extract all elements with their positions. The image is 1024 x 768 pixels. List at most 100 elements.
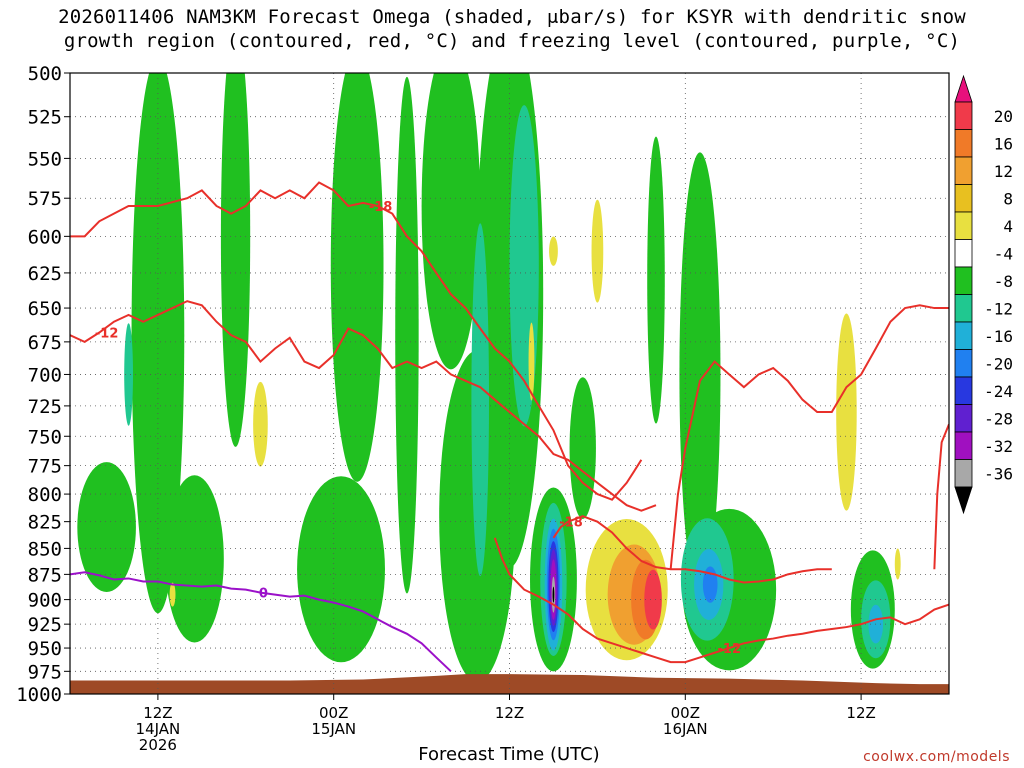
colorbar-label: -32 (984, 437, 1013, 456)
colorbar-label: -36 (984, 464, 1013, 483)
omega-region (702, 566, 718, 603)
omega-region (679, 152, 721, 597)
y-tick-label: 925 (28, 614, 62, 636)
dendritic-contour (933, 423, 949, 570)
contour-label: -18 (559, 516, 583, 531)
colorbar-label: -24 (984, 382, 1013, 401)
colorbar-label: -28 (984, 409, 1013, 428)
colorbar: 20 16 12 8 4 -4 -8 -12 -16 -20 -24 -28 -32 -36 (954, 74, 1013, 515)
omega-region (124, 323, 133, 426)
y-tick-label: 975 (28, 661, 62, 683)
y-tick-label: 525 (28, 107, 62, 129)
colorbar-label: -16 (984, 327, 1013, 346)
y-tick-label: 875 (28, 564, 62, 586)
y-tick-label: 900 (28, 590, 62, 612)
y-tick-label: 800 (28, 484, 62, 506)
colorbar-bottom-arrow (954, 486, 973, 515)
x-tick-label: 12Z (846, 704, 875, 722)
grid-lines (70, 73, 949, 694)
x-tick-label: 00Z (671, 704, 700, 722)
x-tick-label: 15JAN (311, 720, 356, 738)
x-tick-label: 16JAN (663, 720, 708, 738)
y-tick-label: 725 (28, 396, 62, 418)
colorbar-label: -4 (994, 244, 1013, 263)
y-tick-label: 675 (28, 332, 62, 354)
colorbar-label: -20 (984, 354, 1013, 373)
dendritic-contour (493, 537, 949, 664)
omega-region (894, 548, 901, 580)
colorbar-segment (954, 156, 973, 185)
omega-region (509, 105, 539, 427)
colorbar-label: -12 (984, 299, 1013, 318)
terrain-area (70, 674, 949, 694)
omega-region (253, 381, 268, 467)
omega-region (395, 76, 419, 594)
y-tick-label: 1000 (16, 684, 62, 706)
y-tick-label: 950 (28, 638, 62, 660)
x-tick-label: 12Z (495, 704, 524, 722)
x-tick-label: 14JAN (136, 720, 181, 738)
omega-region (169, 582, 176, 607)
colorbar-label: -8 (994, 272, 1013, 291)
x-tick-label: 00Z (319, 704, 348, 722)
colorbar-top-arrow (954, 74, 973, 103)
dendritic-contour (70, 181, 643, 501)
y-tick-label: 600 (28, 226, 62, 248)
y-tick-label: 500 (28, 63, 62, 85)
y-tick-label: 850 (28, 538, 62, 560)
colorbar-segment (954, 431, 973, 460)
contour-label: -18 (369, 200, 393, 215)
y-tick-label: 700 (28, 364, 62, 386)
y-tick-label: 775 (28, 456, 62, 478)
contour-lines (70, 181, 949, 673)
dendritic-contour (669, 304, 949, 570)
omega-region (77, 462, 136, 592)
colorbar-segment (954, 266, 973, 295)
watermark: coolwx.com/models (863, 749, 1010, 765)
contour-label: 0 (259, 587, 268, 602)
x-axis-label: Forecast Time (UTC) (418, 744, 600, 765)
terrain-fill (70, 674, 949, 694)
omega-region (421, 73, 481, 370)
chart-title-line-2: growth region (contoured, red, °C) and f… (63, 30, 961, 52)
dendritic-contour (70, 300, 657, 512)
colorbar-segment (954, 101, 973, 130)
omega-shading (77, 73, 901, 682)
omega-region (552, 586, 555, 603)
colorbar-segment (954, 376, 973, 405)
omega-region (220, 73, 251, 447)
omega-region (471, 223, 489, 577)
omega-region (330, 73, 384, 482)
omega-region (297, 476, 385, 663)
chart-title-line-1: 2026011406 NAM3KM Forecast Omega (shaded… (58, 6, 966, 28)
colorbar-label: 8 (1003, 189, 1013, 208)
colorbar-segment (954, 239, 973, 268)
omega-region (569, 377, 596, 520)
colorbar-segment (954, 404, 973, 433)
y-tick-label: 825 (28, 512, 62, 534)
contour-labels: -18 -12 -18 -12 0 (95, 200, 742, 657)
freezing-level-contour (70, 571, 452, 673)
colorbar-segment (954, 349, 973, 378)
dendritic-contour (552, 515, 832, 584)
omega-region (549, 236, 558, 266)
y-tick-label: 750 (28, 426, 62, 448)
colorbar-segment (954, 129, 973, 158)
colorbar-segment (954, 294, 973, 323)
y-tick-label: 575 (28, 188, 62, 210)
omega-region (165, 475, 224, 643)
x-tick-label: 12Z (143, 704, 172, 722)
colorbar-label: 12 (994, 162, 1013, 181)
omega-region (647, 136, 665, 424)
colorbar-label: 16 (994, 134, 1013, 153)
colorbar-segment (954, 321, 973, 350)
contour-label: -12 (718, 642, 742, 657)
contour-label: -12 (95, 327, 119, 342)
y-tick-label: 650 (28, 298, 62, 320)
y-tick-label: 625 (28, 263, 62, 285)
colorbar-segment (954, 211, 973, 240)
y-axis: 500 525 550 575 600 625 650 675 700 725 750 775 800 8… (16, 63, 70, 706)
omega-region (644, 569, 662, 630)
